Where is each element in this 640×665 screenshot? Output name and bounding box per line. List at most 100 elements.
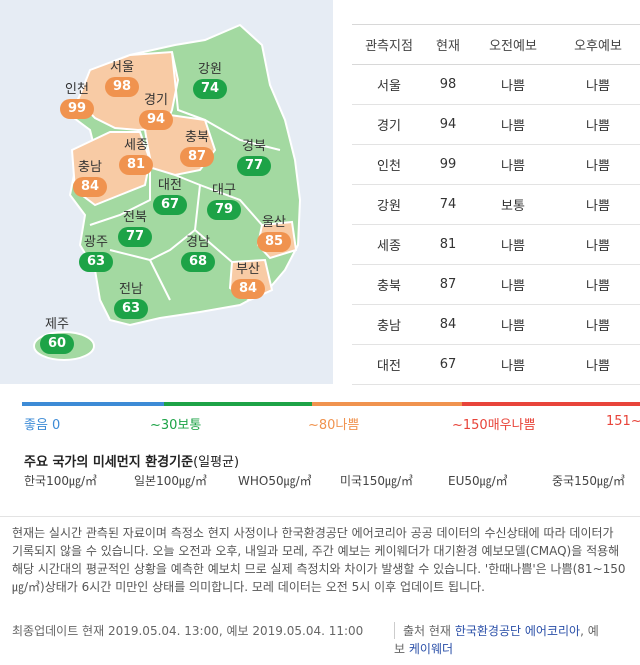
source-prefix: 출처 현재 (403, 624, 451, 638)
map-region-name: 전남 (119, 282, 143, 297)
row-current: 67 (426, 344, 470, 385)
map-region-label[interactable]: 대구 79 (194, 183, 254, 220)
row-current: 81 (426, 224, 470, 265)
map-region-label[interactable]: 대전 67 (140, 178, 200, 215)
row-am-grade: 나쁨 (470, 144, 556, 185)
header-pm: 오후예보 (556, 24, 640, 65)
scale-label-max: 151~ (606, 414, 640, 429)
header-current: 현재 (426, 24, 470, 65)
map-region-label[interactable]: 울산 85 (244, 215, 304, 252)
map-region-label[interactable]: 경북 77 (224, 139, 284, 176)
kweather-link[interactable]: 케이웨더 (408, 642, 454, 656)
scale-label-verybad: ~150매우나쁨 (452, 418, 536, 433)
map-region-label[interactable]: 인천 99 (47, 82, 107, 119)
standards-list: 한국100㎍/㎥ 일본100㎍/㎥ WHO50㎍/㎥ 미국150㎍/㎥ EU50… (0, 472, 640, 490)
row-current: 87 (426, 264, 470, 305)
standards-title-sub: (일평균) (193, 455, 240, 470)
row-pm-grade: 나쁨 (556, 264, 640, 305)
map-region-name: 대전 (158, 178, 182, 193)
row-site: 서울 (352, 64, 426, 105)
map-region-value-badge: 87 (180, 147, 214, 167)
scale-label-good: 좋음 0 (24, 418, 61, 433)
map-region-name: 전북 (123, 210, 147, 225)
map-region-name: 강원 (198, 62, 222, 77)
notice-panel: 현재는 실시간 관측된 자료이며 측정소 현지 사정이나 한국환경공단 에어코리… (0, 516, 640, 665)
table-row[interactable]: 충북 87 나쁨 나쁨 (352, 264, 640, 305)
map-region-value-badge: 77 (237, 156, 271, 176)
map-region-label[interactable]: 경기 94 (126, 93, 186, 130)
map-region-name: 인천 (65, 82, 89, 97)
row-site: 강원 (352, 184, 426, 225)
row-site: 경기 (352, 104, 426, 145)
standard-eu: EU50㎍/㎥ (448, 474, 508, 488)
map-region-name: 경북 (242, 139, 266, 154)
map-region-value-badge: 67 (153, 195, 187, 215)
row-am-grade: 나쁨 (470, 64, 556, 105)
airkorea-link[interactable]: 한국환경공단 에어코리아 (454, 624, 581, 638)
map-region-name: 대구 (212, 183, 236, 198)
row-am-grade: 나쁨 (470, 304, 556, 345)
standard-who: WHO50㎍/㎥ (238, 474, 312, 488)
row-pm-grade: 나쁨 (556, 304, 640, 345)
row-am-grade: 보통 (470, 184, 556, 225)
row-current: 74 (426, 184, 470, 225)
map-region-name: 경기 (144, 93, 168, 108)
map-region-label[interactable]: 광주 63 (66, 235, 126, 272)
row-site: 인천 (352, 144, 426, 185)
map-region-name: 경남 (186, 235, 210, 250)
table-row[interactable]: 세종 81 나쁨 나쁨 (352, 224, 640, 265)
row-current: 84 (426, 304, 470, 345)
last-update-text: 최종업데이트 현재 2019.05.04. 13:00, 예보 2019.05.… (12, 624, 364, 638)
row-pm-grade: 나쁨 (556, 224, 640, 265)
map-region-value-badge: 74 (193, 79, 227, 99)
row-site: 충남 (352, 304, 426, 345)
row-am-grade: 나쁨 (470, 224, 556, 265)
map-region-name: 충남 (78, 160, 102, 175)
table-row[interactable]: 강원 74 보통 나쁨 (352, 184, 640, 225)
map-region-value-badge: 60 (40, 334, 74, 354)
standards-title: 주요 국가의 미세먼지 환경기준(일평균) (24, 451, 239, 470)
row-pm-grade: 나쁨 (556, 104, 640, 145)
map-region-label[interactable]: 부산 84 (218, 262, 278, 299)
map-region-label[interactable]: 서울 98 (92, 60, 152, 97)
scale-segment-normal (164, 402, 312, 406)
row-site: 충북 (352, 264, 426, 305)
scale-label-bad: ~80나쁨 (308, 418, 360, 433)
grade-scale-labels: 좋음 0 ~30보통 ~80나쁨 ~150매우나쁨 151~ (0, 414, 640, 433)
standards-title-main: 주요 국가의 미세먼지 환경기준 (24, 455, 194, 470)
map-region-name: 서울 (110, 60, 134, 75)
map-region-value-badge: 77 (118, 227, 152, 247)
scale-label-normal: ~30보통 (150, 418, 202, 433)
air-quality-map: 서울 98 인천 99 경기 94 강원 74 세종 81 충북 87 충남 84 경북 77 대전 67 대구 79… (0, 0, 333, 384)
map-region-label[interactable]: 강원 74 (180, 62, 240, 99)
source-line-2: 보 케이웨더 (394, 640, 453, 657)
map-region-label[interactable]: 충북 87 (167, 130, 227, 167)
forecast-table: 관측지점 현재 오전예보 오후예보 서울 98 나쁨 나쁨 경기 94 나쁨 나쁨 인천 99 나쁨… (352, 24, 640, 385)
table-row[interactable]: 충남 84 나쁨 나쁨 (352, 304, 640, 345)
row-current: 99 (426, 144, 470, 185)
table-row[interactable]: 대전 67 나쁨 나쁨 (352, 344, 640, 385)
map-region-name: 광주 (84, 235, 108, 250)
map-region-value-badge: 94 (139, 110, 173, 130)
source-mid2: 보 (394, 642, 406, 656)
map-region-label[interactable]: 충남 84 (60, 160, 120, 197)
map-region-label[interactable]: 전남 63 (101, 282, 161, 319)
row-am-grade: 나쁨 (470, 264, 556, 305)
standard-usa: 미국150㎍/㎥ (340, 474, 414, 488)
table-row[interactable]: 인천 99 나쁨 나쁨 (352, 144, 640, 185)
row-pm-grade: 나쁨 (556, 144, 640, 185)
row-current: 94 (426, 104, 470, 145)
map-region-label[interactable]: 제주 60 (27, 317, 87, 354)
map-region-label[interactable]: 세종 81 (106, 138, 166, 175)
region-borders (89, 51, 281, 301)
table-row[interactable]: 경기 94 나쁨 나쁨 (352, 104, 640, 145)
row-am-grade: 나쁨 (470, 104, 556, 145)
map-region-label[interactable]: 경남 68 (168, 235, 228, 272)
map-region-value-badge: 84 (231, 279, 265, 299)
table-row[interactable]: 서울 98 나쁨 나쁨 (352, 64, 640, 105)
map-region-value-badge: 63 (79, 252, 113, 272)
row-pm-grade: 나쁨 (556, 184, 640, 225)
map-region-name: 제주 (45, 317, 69, 332)
scale-segment-good (22, 402, 164, 406)
map-region-label[interactable]: 전북 77 (105, 210, 165, 247)
